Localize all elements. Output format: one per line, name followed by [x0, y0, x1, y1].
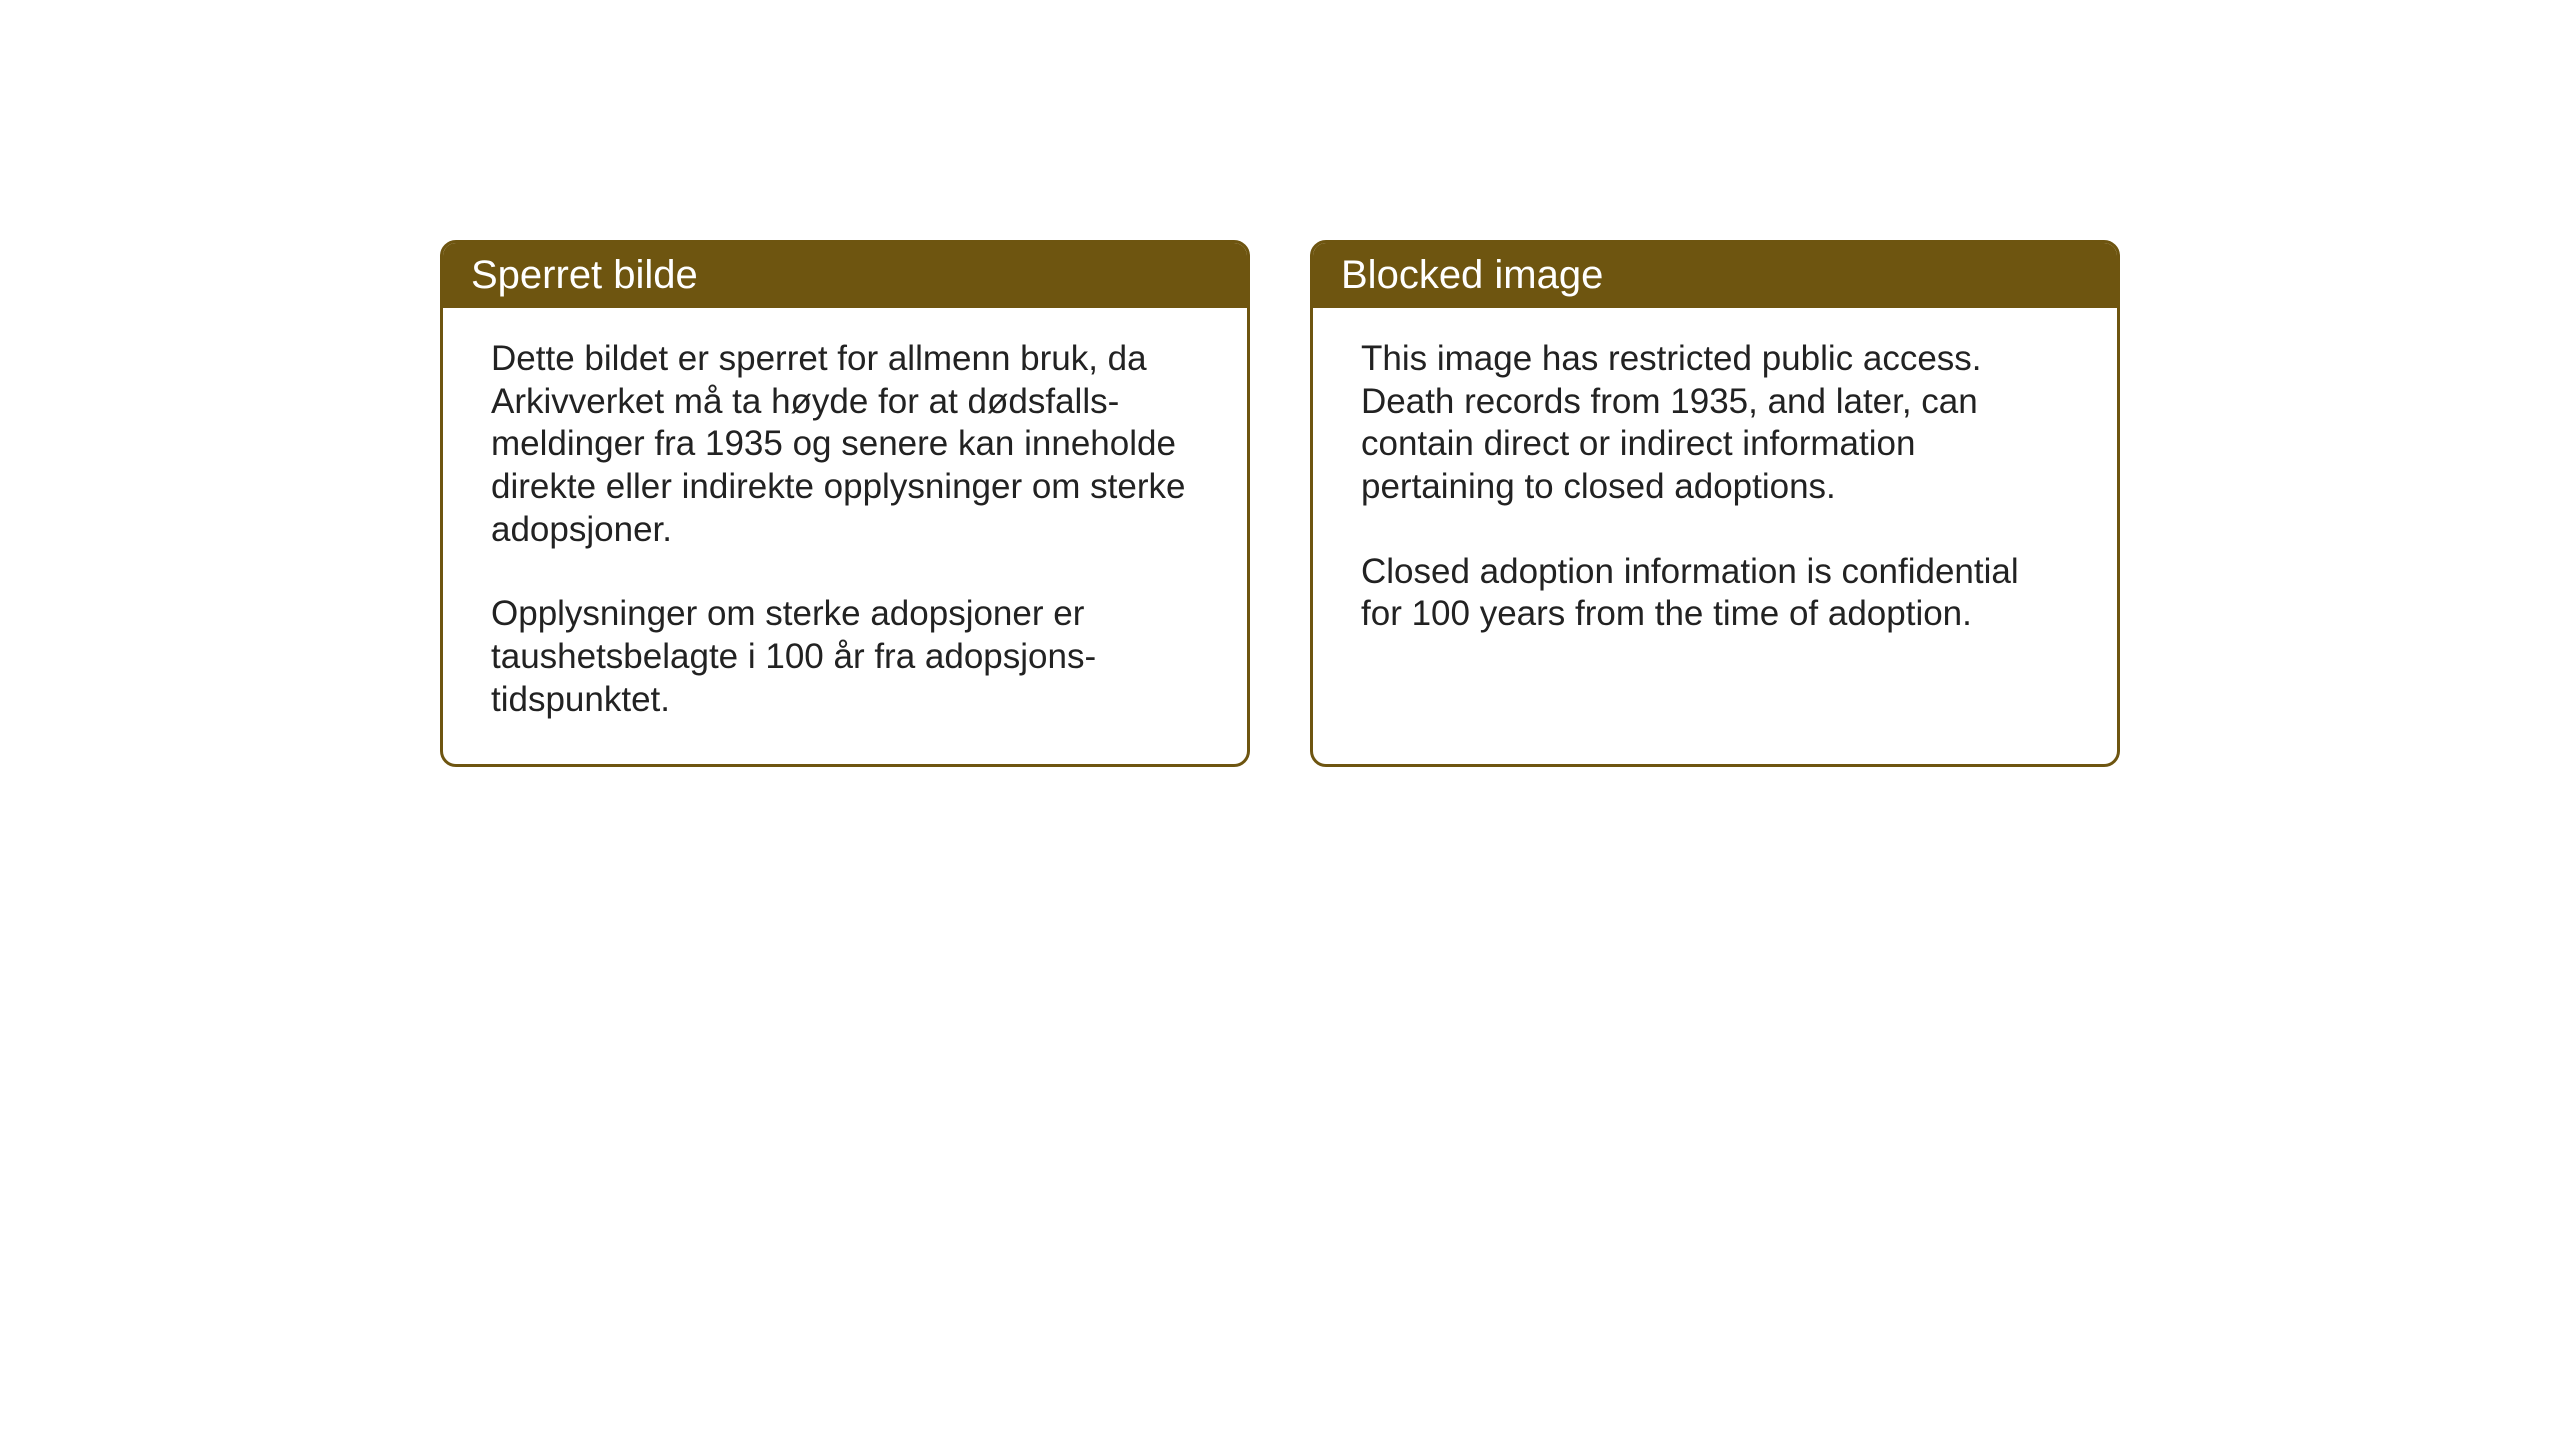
card-paragraph-norwegian-1: Dette bildet er sperret for allmenn bruk… — [491, 338, 1199, 551]
card-paragraph-english-2: Closed adoption information is confident… — [1361, 551, 2069, 636]
card-body-english: This image has restricted public access.… — [1313, 308, 2117, 728]
card-title-english: Blocked image — [1341, 253, 1603, 297]
card-title-norwegian: Sperret bilde — [471, 253, 698, 297]
card-paragraph-norwegian-2: Opplysninger om sterke adopsjoner er tau… — [491, 593, 1199, 721]
card-header-norwegian: Sperret bilde — [443, 243, 1247, 308]
notice-card-norwegian: Sperret bilde Dette bildet er sperret fo… — [440, 240, 1250, 767]
card-paragraph-english-1: This image has restricted public access.… — [1361, 338, 2069, 509]
card-header-english: Blocked image — [1313, 243, 2117, 308]
notice-card-english: Blocked image This image has restricted … — [1310, 240, 2120, 767]
card-body-norwegian: Dette bildet er sperret for allmenn bruk… — [443, 308, 1247, 764]
notice-cards-container: Sperret bilde Dette bildet er sperret fo… — [440, 240, 2120, 767]
